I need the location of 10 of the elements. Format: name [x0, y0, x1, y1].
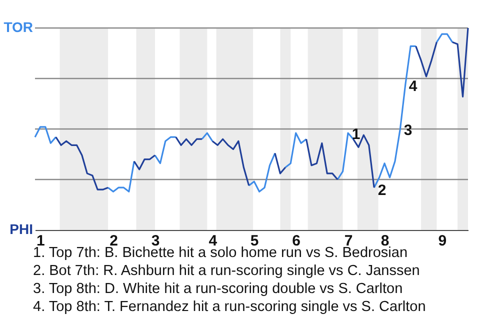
annotation: 1: [352, 126, 360, 143]
text: 3. Top 8th: D. White hit a run-scoring double vs S. Carlton: [33, 280, 404, 298]
annotation: 2: [378, 182, 386, 199]
text: TOR: [4, 19, 33, 35]
annotation: 4: [408, 78, 418, 95]
x-tick-label: 9: [438, 232, 447, 250]
text: PHI: [10, 221, 33, 237]
text: 4. Top 8th: T. Fernandez hit a run-scoring single vs S. Carlton: [33, 298, 426, 316]
annotation: 3: [404, 122, 412, 139]
text: 2. Bot 7th: R. Ashburn hit a run-scoring single vs C. Janssen: [33, 262, 421, 280]
